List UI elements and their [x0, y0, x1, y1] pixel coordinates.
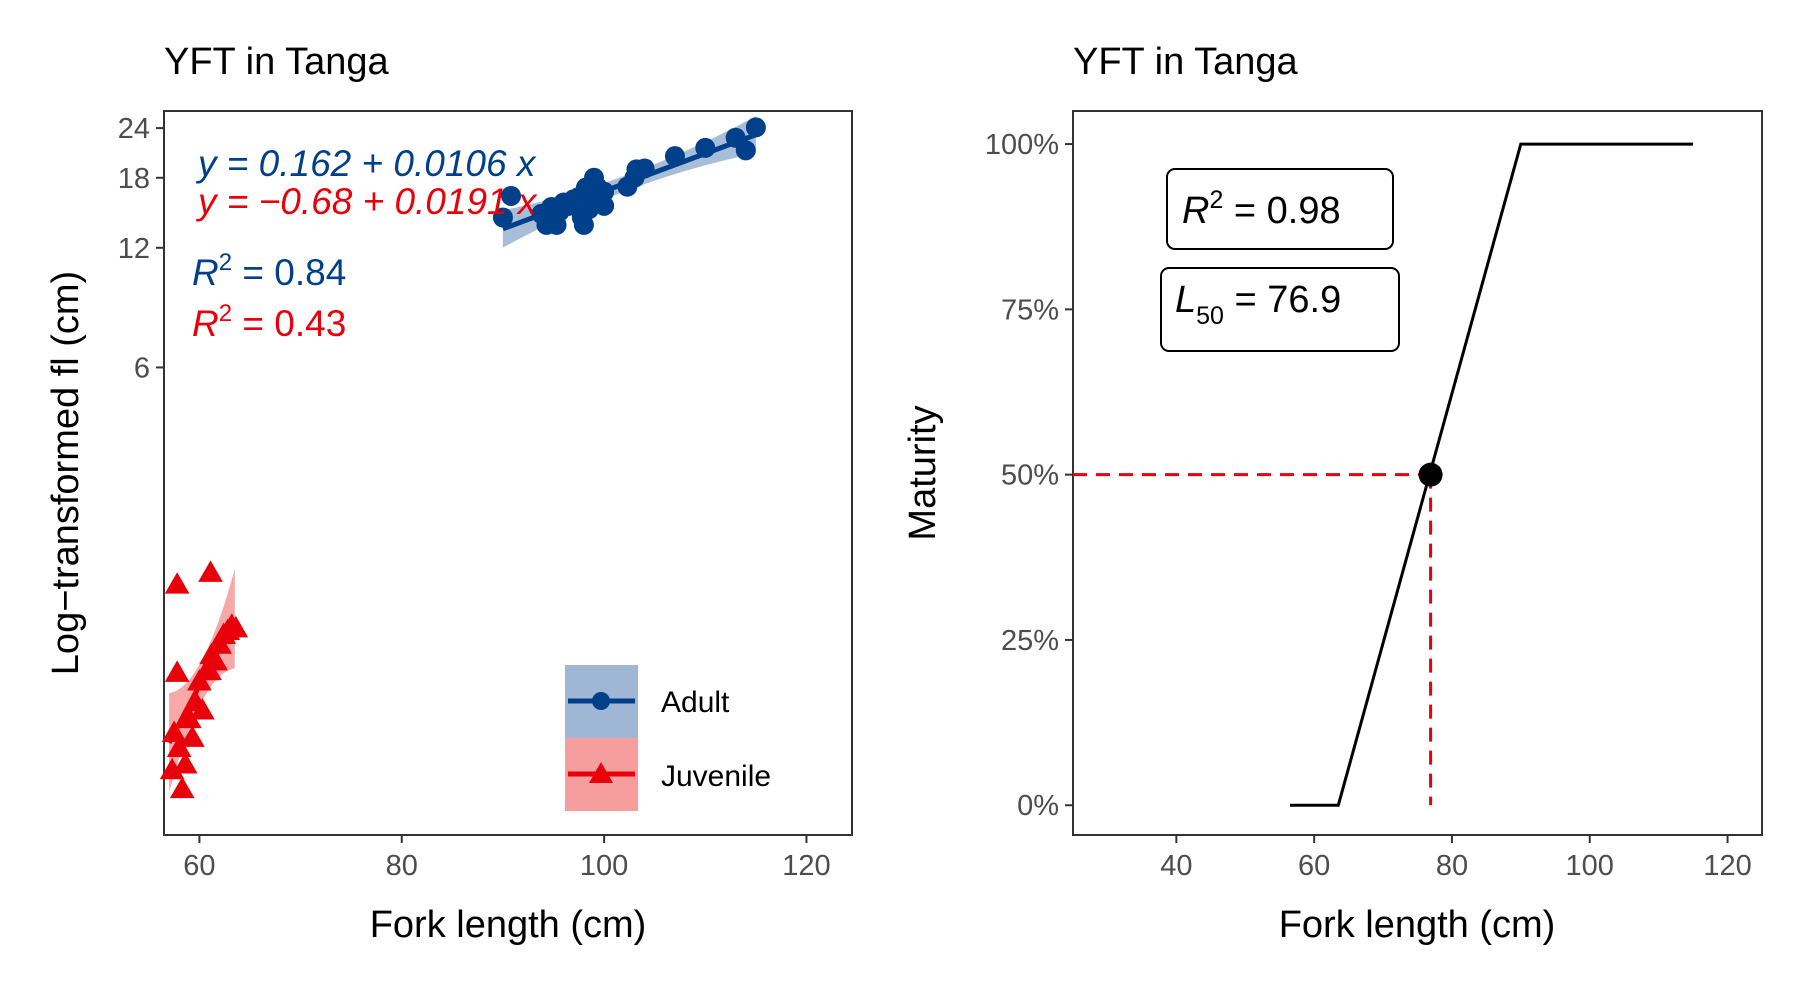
adult-point: [634, 158, 655, 179]
left-chart-title: YFT in Tanga: [164, 41, 389, 83]
juvenile-point: [172, 751, 198, 774]
x-tick-label: 60: [183, 850, 215, 882]
adult-point: [735, 140, 756, 161]
adult-equation: y = 0.162 + 0.0106 x: [195, 143, 537, 184]
legend-juvenile-label: Juvenile: [661, 760, 771, 793]
y-tick-label: 12: [118, 233, 150, 265]
juvenile-point: [223, 615, 249, 638]
legend-juvenile-key-marker: [589, 762, 613, 783]
juvenile-point: [176, 706, 202, 729]
x-tick-label: 100: [580, 850, 628, 882]
left-x-axis-title: Fork length (cm): [370, 904, 647, 946]
adult-point: [664, 146, 685, 167]
adult-point: [492, 207, 513, 228]
y-tick-label: 18: [118, 163, 150, 195]
legend-adult-label: Adult: [661, 686, 730, 719]
juvenile-point: [190, 698, 215, 720]
juvenile-point: [198, 560, 223, 582]
y-tick-label: 50%: [1001, 460, 1059, 492]
adult-point: [594, 195, 615, 216]
x-tick-label: 60: [1298, 850, 1330, 882]
juvenile-point: [161, 720, 187, 742]
y-tick-label: 75%: [1001, 294, 1059, 326]
y-tick-label: 24: [118, 113, 150, 145]
left-data-points: [159, 117, 766, 799]
r2-label: R2 = 0.98: [1182, 186, 1341, 232]
l50-marker: [1418, 462, 1443, 487]
right-x-axis: 40 60 80 100 120: [1160, 835, 1752, 882]
right-chart-title: YFT in Tanga: [1073, 41, 1298, 83]
juvenile-point: [159, 757, 185, 780]
adult-point: [745, 117, 766, 138]
y-tick-label: 25%: [1001, 625, 1059, 657]
right-l50-point: [1418, 462, 1443, 487]
y-tick-label: 0%: [1017, 790, 1059, 822]
juvenile-equation: y = −0.68 + 0.0191 x: [195, 181, 538, 222]
juvenile-r2: R2 = 0.43: [192, 300, 346, 344]
x-tick-label: 80: [1436, 850, 1468, 882]
right-y-axis-title: Maturity: [902, 405, 944, 540]
l50-label: L50 = 76.9: [1175, 279, 1341, 330]
x-tick-label: 40: [1160, 850, 1192, 882]
juvenile-point: [203, 648, 228, 671]
r2-label-box: R2 = 0.98: [1166, 168, 1394, 250]
right-reference-lines: [1073, 473, 1433, 806]
juvenile-point: [164, 660, 190, 682]
juvenile-point: [164, 572, 190, 594]
x-tick-label: 80: [386, 850, 418, 882]
left-panel: YFT in Tanga 60 80 100 120 6 12 18 24 y = 0.16…: [45, 41, 853, 946]
left-x-axis: 60 80 100 120: [183, 835, 831, 882]
right-y-axis: 0% 25% 50% 75% 100%: [985, 129, 1073, 822]
left-y-axis: 6 12 18 24: [118, 113, 164, 384]
x-tick-label: 100: [1566, 850, 1614, 882]
adult-point: [501, 185, 522, 206]
y-tick-label: 100%: [985, 129, 1059, 161]
l50-label-box: L50 = 76.9: [1160, 267, 1400, 352]
adult-point: [594, 181, 615, 202]
right-x-axis-title: Fork length (cm): [1279, 904, 1556, 946]
juvenile-point: [169, 776, 195, 799]
adult-r2: R2 = 0.84: [192, 249, 346, 293]
adult-point: [573, 214, 594, 235]
adult-point: [695, 137, 716, 158]
left-y-axis-title: Log−transformed fl (cm): [45, 271, 87, 675]
legend-adult-key-marker: [592, 692, 610, 710]
x-tick-label: 120: [782, 850, 830, 882]
left-legend: Adult Juvenile: [565, 665, 771, 811]
y-tick-label: 6: [134, 352, 150, 384]
right-panel: YFT in Tanga 40 60 80 100 120 0% 25% 50% 75% 100…: [902, 41, 1763, 946]
juvenile-point: [166, 735, 192, 757]
x-tick-label: 120: [1703, 850, 1751, 882]
juvenile-point: [179, 725, 205, 747]
